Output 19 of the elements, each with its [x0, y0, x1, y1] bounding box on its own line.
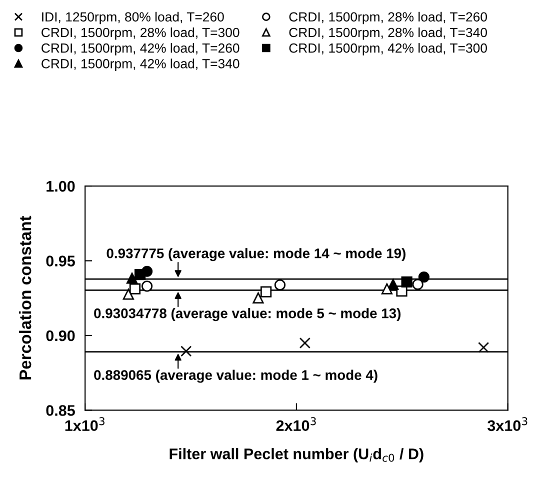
legend-label: CRDI, 1500rpm, 42% load, T=340: [42, 58, 240, 71]
legend-label: CRDI, 1500rpm, 42% load, T=300: [289, 43, 487, 56]
legend-label: CRDI, 1500rpm, 28% load, T=260: [289, 12, 487, 24]
x-tick-label: 2x10$^{3}$: [276, 417, 316, 432]
y-tick-label: 1.00: [46, 180, 75, 192]
legend-label: CRDI, 1500rpm, 42% load, T=260: [42, 43, 240, 56]
legend-label: CRDI, 1500rpm, 28% load, T=340: [289, 27, 487, 40]
ref-line-label: 0.889065 (average value: mode 1 ~ mode 4): [94, 370, 378, 383]
ref-line-label: 0.93034778 (average value: mode 5 ~ mode 13): [94, 308, 401, 322]
x-axis-title: Filter wall Peclet number (U$_{i}$d$_{c0}$ / D): [170, 448, 424, 462]
x-tick-label: 1x10$^{3}$: [65, 417, 104, 432]
y-tick-label: 0.85: [46, 405, 75, 416]
ref-line-label: 0.937775 (average value: mode 14 ~ mode 19): [106, 248, 406, 262]
x-tick-label: 3x10$^{3}$: [488, 417, 528, 432]
legend-label: IDI, 1250rpm, 80% load, T=260: [42, 12, 224, 24]
y-tick-label: 0.95: [46, 256, 75, 266]
y-tick-label: 0.90: [46, 330, 75, 342]
y-axis-title: Percolation constant: [18, 216, 32, 380]
legend-label: CRDI, 1500rpm, 28% load, T=300: [42, 27, 240, 40]
